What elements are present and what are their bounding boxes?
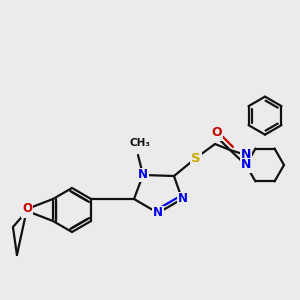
Text: N: N [241, 158, 251, 172]
Text: S: S [191, 152, 201, 164]
Text: N: N [153, 206, 163, 220]
Text: O: O [212, 127, 222, 140]
Text: O: O [22, 202, 32, 215]
Text: N: N [241, 148, 251, 161]
Text: N: N [138, 169, 148, 182]
Text: CH₃: CH₃ [130, 138, 151, 148]
Text: N: N [178, 193, 188, 206]
Text: O: O [22, 205, 32, 218]
